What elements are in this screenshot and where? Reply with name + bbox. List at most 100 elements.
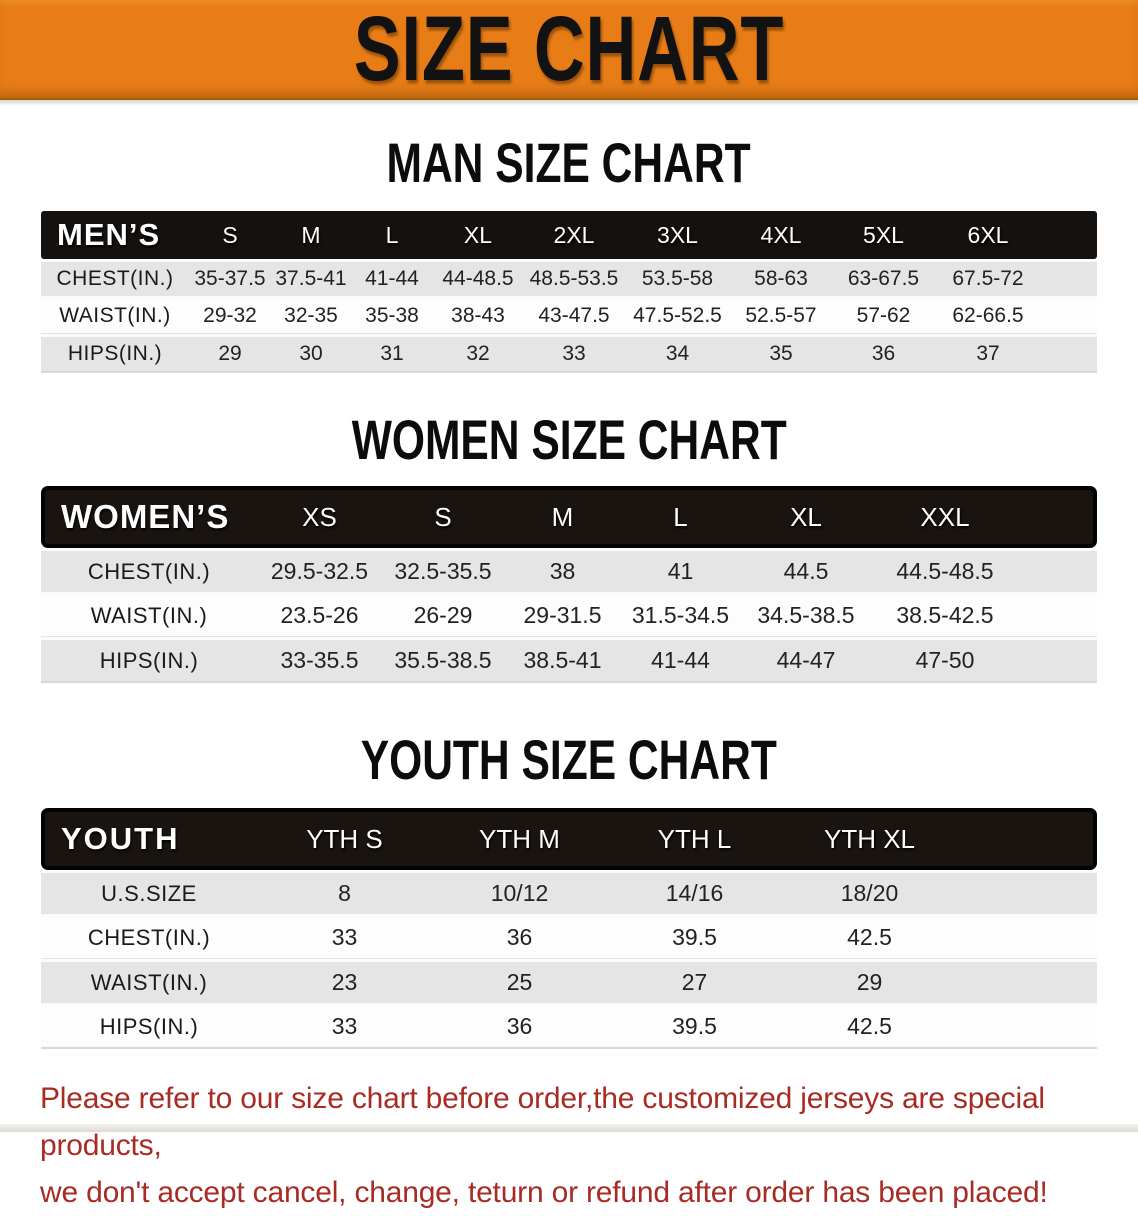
row-label: WAIST(IN.): [41, 959, 257, 1006]
size-value-cell: 48.5-53.5: [523, 259, 625, 299]
size-value-cell: 29-32: [189, 299, 271, 334]
row-label: HIPS(IN.): [41, 637, 257, 683]
size-value-cell: 32-35: [271, 299, 351, 334]
size-value-cell: 35-38: [351, 299, 433, 334]
size-value-cell: 62-66.5: [935, 299, 1041, 334]
womens-size-table: WOMEN’S XS S M L XL XXL CHEST(IN.) 29.5-…: [41, 486, 1097, 683]
size-value-cell: 44-48.5: [433, 259, 523, 299]
table-row: U.S.SIZE 8 10/12 14/16 18/20: [41, 870, 1097, 917]
row-label: CHEST(IN.): [41, 259, 189, 299]
size-value-cell: 33-35.5: [257, 637, 382, 683]
size-value-cell: 38-43: [433, 299, 523, 334]
size-value-cell: 35-37.5: [189, 259, 271, 299]
row-label: WAIST(IN.): [41, 299, 189, 334]
row-label: WAIST(IN.): [41, 595, 257, 637]
row-label: HIPS(IN.): [41, 334, 189, 373]
banner-title: SIZE CHART: [353, 0, 785, 100]
youth-size-table: YOUTH YTH S YTH M YTH L YTH XL U.S.SIZE …: [41, 808, 1097, 1049]
mens-group-label: MEN’S: [41, 211, 189, 259]
table-row: CHEST(IN.) 29.5-32.5 32.5-35.5 38 41 44.…: [41, 548, 1097, 595]
women-size-chart-heading: WOMEN SIZE CHART: [351, 408, 787, 471]
size-value-cell: 47-50: [872, 637, 1018, 683]
size-column-header: XL: [433, 211, 523, 259]
size-value-cell: 38: [504, 548, 621, 595]
size-value-cell: 63-67.5: [832, 259, 935, 299]
size-value-cell: 26-29: [382, 595, 504, 637]
size-column-header: YTH L: [607, 808, 782, 870]
size-value-cell: 37.5-41: [271, 259, 351, 299]
size-value-cell: 39.5: [607, 1006, 782, 1049]
size-value-cell: 8: [257, 870, 432, 917]
size-value-cell: 31: [351, 334, 433, 373]
size-value-cell: 25: [432, 959, 607, 1006]
man-size-chart-heading: MAN SIZE CHART: [386, 131, 752, 194]
size-value-cell: 52.5-57: [730, 299, 832, 334]
size-value-cell: 38.5-42.5: [872, 595, 1018, 637]
table-row: HIPS(IN.) 29 30 31 32 33 34 35 36 37: [41, 334, 1097, 373]
row-label: U.S.SIZE: [41, 870, 257, 917]
header-spacer: [957, 808, 1097, 870]
size-column-header: YTH S: [257, 808, 432, 870]
size-value-cell: 43-47.5: [523, 299, 625, 334]
banner-shadow-strip: [0, 100, 1138, 106]
row-spacer: [957, 959, 1097, 1006]
size-value-cell: 57-62: [832, 299, 935, 334]
table-row: WAIST(IN.) 23 25 27 29: [41, 959, 1097, 1006]
size-column-header: YTH M: [432, 808, 607, 870]
size-column-header: 4XL: [730, 211, 832, 259]
size-value-cell: 37: [935, 334, 1041, 373]
table-row: CHEST(IN.) 35-37.5 37.5-41 41-44 44-48.5…: [41, 259, 1097, 299]
size-value-cell: 23: [257, 959, 432, 1006]
size-value-cell: 47.5-52.5: [625, 299, 730, 334]
size-column-header: 2XL: [523, 211, 625, 259]
size-value-cell: 58-63: [730, 259, 832, 299]
size-value-cell: 29-31.5: [504, 595, 621, 637]
row-spacer: [1018, 595, 1097, 637]
size-value-cell: 23.5-26: [257, 595, 382, 637]
size-column-header: L: [621, 486, 740, 548]
youth-size-chart-heading: YOUTH SIZE CHART: [360, 728, 778, 791]
size-value-cell: 35: [730, 334, 832, 373]
row-label: CHEST(IN.): [41, 917, 257, 959]
size-value-cell: 44-47: [740, 637, 872, 683]
row-label: CHEST(IN.): [41, 548, 257, 595]
table-row: CHEST(IN.) 33 36 39.5 42.5: [41, 917, 1097, 959]
size-value-cell: 33: [257, 917, 432, 959]
womens-header-row: WOMEN’S XS S M L XL XXL: [41, 486, 1097, 548]
size-value-cell: 10/12: [432, 870, 607, 917]
mens-size-table: MEN’S S M L XL 2XL 3XL 4XL 5XL 6XL CHEST…: [41, 211, 1097, 373]
table-row: HIPS(IN.) 33 36 39.5 42.5: [41, 1006, 1097, 1049]
size-value-cell: 44.5-48.5: [872, 548, 1018, 595]
table-row: WAIST(IN.) 23.5-26 26-29 29-31.5 31.5-34…: [41, 595, 1097, 637]
row-spacer: [1041, 299, 1097, 334]
size-value-cell: 67.5-72: [935, 259, 1041, 299]
row-spacer: [1018, 548, 1097, 595]
size-column-header: M: [504, 486, 621, 548]
size-value-cell: 29: [782, 959, 957, 1006]
size-chart-banner: SIZE CHART: [0, 0, 1138, 100]
size-column-header: XXL: [872, 486, 1018, 548]
mens-header-row: MEN’S S M L XL 2XL 3XL 4XL 5XL 6XL: [41, 211, 1097, 259]
size-column-header: M: [271, 211, 351, 259]
size-value-cell: 44.5: [740, 548, 872, 595]
size-value-cell: 41-44: [351, 259, 433, 299]
row-label: HIPS(IN.): [41, 1006, 257, 1049]
size-value-cell: 39.5: [607, 917, 782, 959]
size-value-cell: 36: [432, 917, 607, 959]
size-value-cell: 34.5-38.5: [740, 595, 872, 637]
size-value-cell: 41-44: [621, 637, 740, 683]
size-value-cell: 30: [271, 334, 351, 373]
size-value-cell: 36: [432, 1006, 607, 1049]
womens-group-label: WOMEN’S: [41, 486, 257, 548]
bottom-edge-strip: [0, 1124, 1138, 1132]
policy-note-line2: we don't accept cancel, change, teturn o…: [40, 1176, 1048, 1209]
size-column-header: S: [382, 486, 504, 548]
size-value-cell: 35.5-38.5: [382, 637, 504, 683]
size-value-cell: 27: [607, 959, 782, 1006]
size-value-cell: 42.5: [782, 1006, 957, 1049]
size-value-cell: 36: [832, 334, 935, 373]
size-column-header: XS: [257, 486, 382, 548]
size-column-header: S: [189, 211, 271, 259]
header-spacer: [1018, 486, 1097, 548]
row-spacer: [1018, 637, 1097, 683]
